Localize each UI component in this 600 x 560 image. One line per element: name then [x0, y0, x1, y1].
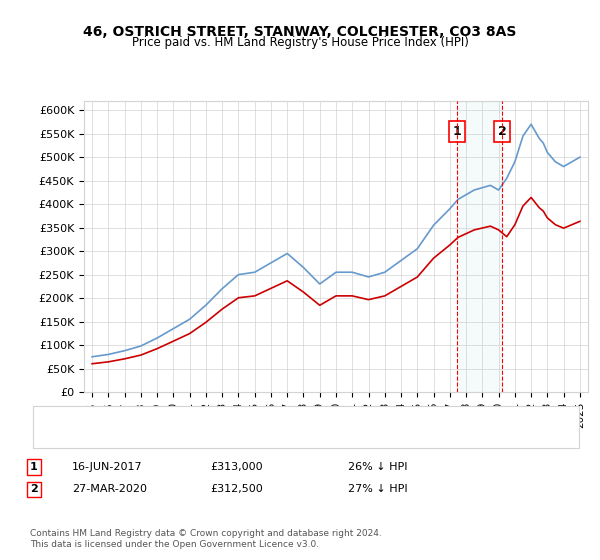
Text: 1: 1	[453, 125, 461, 138]
Text: HPI: Average price, detached house, Colchester: HPI: Average price, detached house, Colc…	[85, 432, 334, 442]
Text: £312,500: £312,500	[210, 484, 263, 494]
Text: 46, OSTRICH STREET, STANWAY, COLCHESTER, CO3 8AS: 46, OSTRICH STREET, STANWAY, COLCHESTER,…	[83, 25, 517, 39]
Text: 27-MAR-2020: 27-MAR-2020	[72, 484, 147, 494]
Text: 2: 2	[30, 484, 38, 494]
Text: Contains HM Land Registry data © Crown copyright and database right 2024.
This d: Contains HM Land Registry data © Crown c…	[30, 529, 382, 549]
Text: 46, OSTRICH STREET, STANWAY, COLCHESTER, CO3 8AS (detached house): 46, OSTRICH STREET, STANWAY, COLCHESTER,…	[85, 412, 473, 422]
Text: 27% ↓ HPI: 27% ↓ HPI	[348, 484, 407, 494]
Text: Price paid vs. HM Land Registry's House Price Index (HPI): Price paid vs. HM Land Registry's House …	[131, 36, 469, 49]
Text: 2: 2	[498, 125, 506, 138]
Text: 16-JUN-2017: 16-JUN-2017	[72, 462, 143, 472]
Text: 1: 1	[30, 462, 38, 472]
Text: 26% ↓ HPI: 26% ↓ HPI	[348, 462, 407, 472]
FancyBboxPatch shape	[33, 405, 579, 449]
Bar	[457, 101, 502, 392]
Text: £313,000: £313,000	[210, 462, 263, 472]
